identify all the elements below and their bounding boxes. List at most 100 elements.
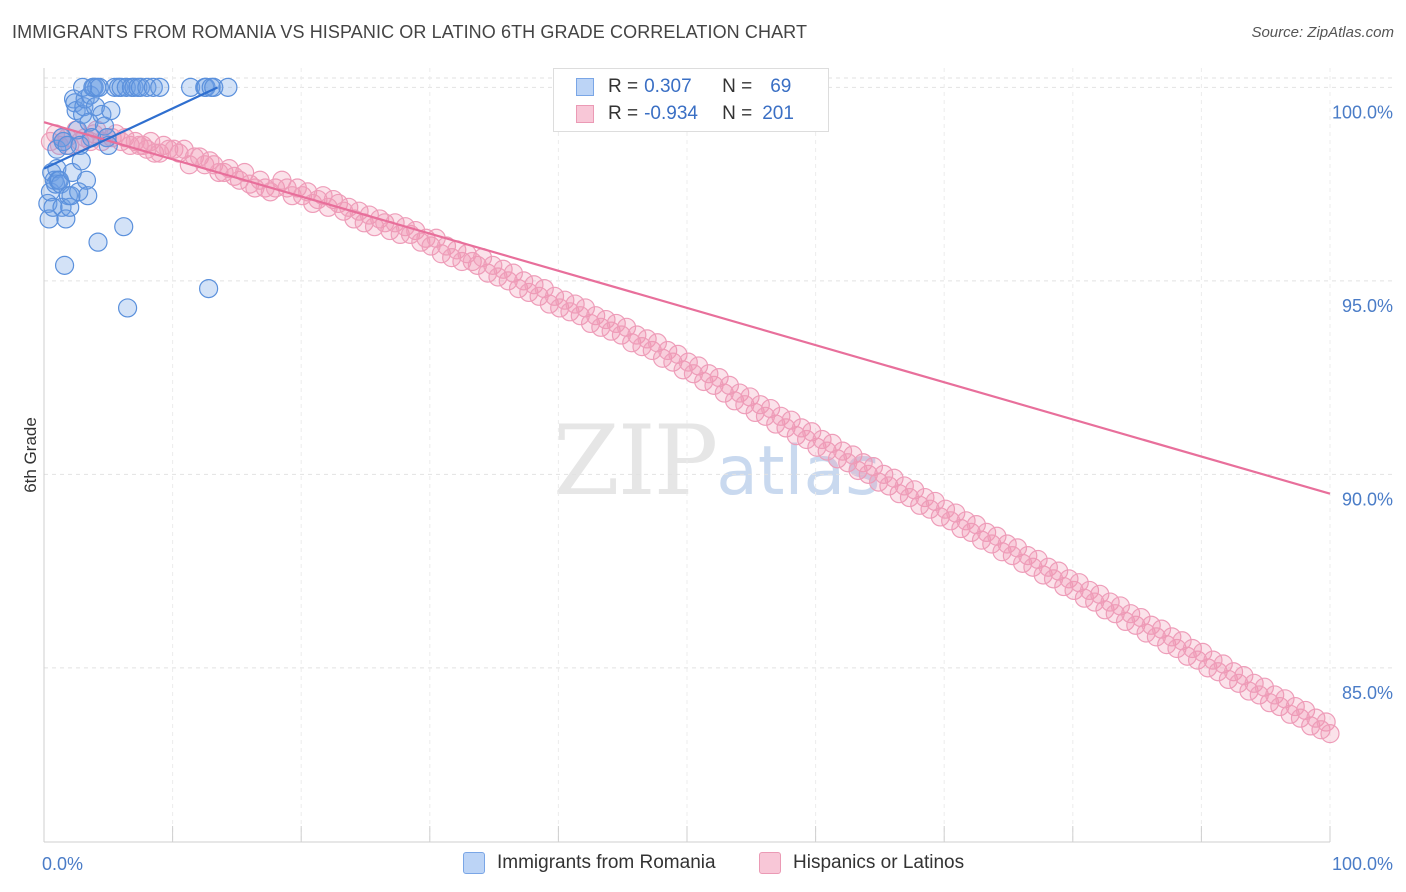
data-point-romania <box>143 77 163 97</box>
data-point-hispanics <box>1306 708 1326 728</box>
data-point-hispanics <box>905 480 925 500</box>
trend-lines <box>43 86 1331 495</box>
data-point-hispanics <box>987 526 1007 546</box>
data-point-hispanics <box>544 286 565 306</box>
x-tick-label: 100.0% <box>1332 854 1393 874</box>
data-point-hispanics <box>771 406 791 426</box>
data-point-hispanics <box>678 352 698 372</box>
data-point-romania <box>54 255 75 275</box>
data-point-hispanics <box>627 325 647 345</box>
data-point-hispanics <box>863 457 884 477</box>
data-point-hispanics <box>534 278 554 299</box>
watermark-atlas: atlas <box>716 432 881 511</box>
data-point-hispanics <box>555 290 575 310</box>
data-point-hispanics <box>586 306 606 326</box>
data-point-hispanics <box>1213 654 1233 674</box>
data-point-hispanics <box>436 236 457 256</box>
data-point-romania <box>72 77 93 97</box>
data-point-hispanics <box>1007 538 1028 558</box>
data-point-hispanics <box>1172 631 1192 651</box>
data-point-hispanics <box>1131 607 1151 628</box>
data-point-hispanics <box>235 162 255 183</box>
series-legend-label: Hispanics or Latinos <box>793 852 965 873</box>
data-point-hispanics <box>966 515 986 535</box>
data-point-hispanics <box>750 395 770 415</box>
data-point-hispanics <box>688 356 709 376</box>
data-point-hispanics <box>946 503 966 523</box>
data-point-romania <box>181 77 201 97</box>
y-tick-label: 100.0% <box>1332 102 1393 122</box>
data-point-hispanics <box>802 422 822 442</box>
data-point-hispanics <box>1182 638 1202 659</box>
data-point-hispanics <box>1295 700 1316 721</box>
series-hispanics-points <box>40 120 1340 744</box>
data-point-hispanics <box>884 468 904 488</box>
series-legend-hispanics: Hispanics or Latinos <box>759 852 964 874</box>
data-point-hispanics <box>1316 712 1336 732</box>
series-legend-label: Immigrants from Romania <box>497 852 716 873</box>
data-point-hispanics <box>565 294 585 314</box>
correlation-legend: R = 0.307 N = 69 R = -0.934 N = 201 <box>553 68 829 132</box>
data-point-hispanics <box>812 429 832 450</box>
data-point-romania <box>150 77 170 97</box>
data-point-hispanics <box>781 410 801 430</box>
data-point-hispanics <box>1285 696 1305 717</box>
data-point-romania <box>74 97 94 117</box>
data-point-hispanics <box>719 375 740 395</box>
data-point-hispanics <box>1244 673 1264 693</box>
data-point-hispanics <box>174 139 194 159</box>
data-point-hispanics <box>462 251 482 272</box>
data-point-hispanics <box>1193 642 1213 662</box>
data-point-hispanics <box>1162 627 1182 647</box>
data-point-hispanics <box>616 317 637 337</box>
data-point-hispanics <box>1265 685 1285 705</box>
data-point-hispanics <box>1038 557 1058 577</box>
data-point-romania <box>47 139 67 159</box>
data-point-romania <box>116 77 136 97</box>
data-point-hispanics <box>699 364 719 384</box>
legend-n-value: 69 <box>770 76 792 97</box>
data-point-romania <box>76 170 97 190</box>
data-point-hispanics <box>658 340 678 361</box>
data-point-hispanics <box>483 255 503 275</box>
data-point-hispanics <box>1079 580 1100 601</box>
data-point-hispanics <box>524 275 544 295</box>
data-point-hispanics <box>1151 619 1172 639</box>
data-point-hispanics <box>1059 569 1079 589</box>
data-point-hispanics <box>956 511 976 531</box>
y-tick-label: 85.0% <box>1342 683 1393 703</box>
series-legend-romania: Immigrants from Romania <box>463 852 716 874</box>
data-point-hispanics <box>647 333 668 353</box>
data-point-hispanics <box>760 398 781 419</box>
data-point-hispanics <box>853 453 873 473</box>
data-point-romania <box>88 232 108 252</box>
data-point-romania <box>89 77 109 97</box>
data-point-hispanics <box>153 135 174 155</box>
legend-n-value: 201 <box>762 103 794 124</box>
legend-r-label: R = <box>608 76 639 97</box>
data-point-romania <box>56 209 76 229</box>
y-tick-label: 95.0% <box>1342 296 1393 316</box>
data-point-hispanics <box>1018 546 1038 566</box>
data-point-romania <box>218 77 238 97</box>
data-point-hispanics <box>997 534 1017 554</box>
axis-labels: 85.0% 90.0% 95.0% 100.0% 0.0% 100.0% 6th Grade <box>21 102 1393 874</box>
legend-n-label: N = <box>722 76 753 97</box>
data-point-hispanics <box>637 329 657 349</box>
data-point-hispanics <box>843 445 863 465</box>
data-point-hispanics <box>606 313 626 334</box>
data-point-hispanics <box>730 383 750 403</box>
data-point-romania <box>117 298 138 318</box>
data-point-hispanics <box>514 271 534 291</box>
data-point-hispanics <box>1254 677 1275 697</box>
data-point-hispanics <box>915 487 935 508</box>
trend-line-hispanics <box>43 121 1331 495</box>
legend-swatch-pink <box>576 105 594 123</box>
data-point-hispanics <box>313 186 333 206</box>
data-point-romania <box>199 278 219 299</box>
watermark: ZIPatlas <box>553 405 881 517</box>
legend-swatch-blue <box>576 78 594 96</box>
axes <box>43 68 1331 843</box>
data-point-hispanics <box>1320 724 1340 744</box>
